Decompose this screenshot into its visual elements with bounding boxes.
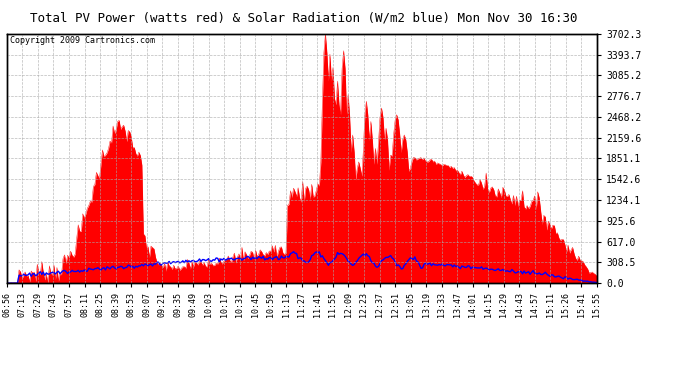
Text: Copyright 2009 Cartronics.com: Copyright 2009 Cartronics.com: [10, 36, 155, 45]
Text: Total PV Power (watts red) & Solar Radiation (W/m2 blue) Mon Nov 30 16:30: Total PV Power (watts red) & Solar Radia…: [30, 11, 578, 24]
